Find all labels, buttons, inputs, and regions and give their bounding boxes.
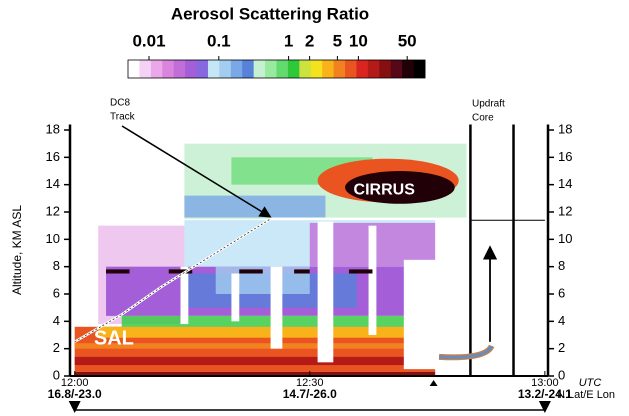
curtain-patch	[368, 225, 377, 335]
colorbar-swatch	[139, 60, 152, 78]
colorbar-swatch	[207, 60, 220, 78]
colorbar-swatch	[287, 60, 300, 78]
colorbar-swatch	[402, 60, 414, 78]
colorbar-swatch	[345, 60, 357, 78]
position-axis-label: N Lat/E Lon	[557, 389, 615, 401]
y-tick-label: 14	[46, 176, 60, 191]
y-tick-label: 12	[558, 203, 572, 218]
colorbar-swatch	[162, 60, 175, 78]
position-label: 16.8/-23.0	[48, 387, 102, 401]
y-tick-label: 16	[46, 149, 60, 164]
annotation: Updraft	[472, 99, 505, 110]
colorbar-tick-label: 50	[398, 31, 417, 50]
y-tick-label: 18	[558, 121, 572, 136]
y-tick-label: 16	[558, 149, 572, 164]
position-label: 14.7/-26.0	[283, 387, 337, 401]
colorbar-swatch	[150, 60, 163, 78]
colorbar-tick-label: 0.01	[132, 31, 165, 50]
curtain-patch	[168, 269, 193, 274]
colorbar-frame	[127, 59, 426, 79]
curtain-patch	[317, 221, 334, 363]
colorbar-swatch	[242, 60, 255, 78]
y-tick-label: 14	[558, 176, 572, 191]
curtain-patch	[74, 343, 436, 349]
cirrus-inner	[345, 171, 455, 204]
curved-arrow	[438, 345, 494, 360]
y-tick-label: 8	[53, 258, 60, 273]
colorbar-swatch	[276, 60, 289, 78]
annotation: SAL	[94, 327, 134, 349]
curtain-patch	[184, 195, 326, 218]
colorbar-swatch	[299, 60, 312, 78]
colorbar-swatch	[219, 60, 232, 78]
chart-title: Aerosol Scattering Ratio	[171, 4, 369, 23]
x-tick-label: 13:00	[531, 377, 559, 389]
x-tick-label: 12:00	[61, 377, 89, 389]
curtain-patch	[231, 273, 240, 322]
dc8-arrow	[121, 125, 272, 218]
curtain-patch	[294, 269, 310, 274]
colorbar-swatch	[356, 60, 369, 78]
x-tick-label: 12:30	[296, 377, 324, 389]
y-tick-label: 4	[53, 313, 60, 328]
y-tick-label: 0	[558, 367, 565, 382]
y-axis-label: Altitude, KM ASL	[10, 205, 24, 295]
colorbar-swatch	[185, 60, 197, 78]
y-tick-label: 4	[558, 313, 565, 328]
y-tick-label: 8	[558, 258, 565, 273]
annotation: DC8	[110, 98, 130, 109]
y-tick-label: 6	[53, 285, 60, 300]
curtain-patch	[180, 266, 189, 325]
caret	[429, 380, 438, 386]
y-tick-label: 6	[558, 285, 565, 300]
curtain-patch	[98, 326, 428, 338]
colorbar-swatch	[333, 60, 346, 78]
curtain-patch	[74, 356, 436, 366]
y-tick-label: 18	[46, 121, 60, 136]
colorbar-swatch	[310, 60, 323, 78]
y-tick-label: 2	[558, 340, 565, 355]
annotation: Track	[110, 112, 136, 123]
colorbar-tick-label: 0.1	[207, 31, 231, 50]
y-tick-label: 12	[46, 203, 60, 218]
x-axis-label: UTC	[579, 377, 602, 389]
colorbar-swatch	[128, 60, 140, 78]
y-tick-label: 2	[53, 340, 60, 355]
colorbar-swatch	[367, 60, 380, 78]
colorbar-swatch	[413, 60, 426, 78]
position-label: 13.2/-24.1	[518, 387, 572, 401]
curtain-patch	[74, 371, 436, 376]
colorbar-tick-label: 10	[349, 31, 368, 50]
colorbar-swatch	[390, 60, 403, 78]
y-tick-label: 10	[46, 231, 60, 246]
curtain-patch	[348, 269, 373, 274]
curtain-patch	[270, 266, 283, 349]
annotation: CIRRUS	[354, 181, 416, 198]
curtain-patch	[403, 259, 440, 370]
colorbar-swatch	[265, 60, 277, 78]
colorbar-swatch	[322, 60, 335, 78]
y-tick-label: 0	[53, 367, 60, 382]
colorbar-swatch	[379, 60, 392, 78]
colorbar-swatch	[196, 60, 209, 78]
curtain-patch	[106, 269, 130, 274]
curtain-patch	[239, 269, 263, 274]
annotation: Core	[472, 113, 494, 124]
colorbar-swatch	[253, 60, 266, 78]
y-tick-label: 10	[558, 231, 572, 246]
colorbar-tick-label: 2	[305, 31, 314, 50]
colorbar-swatch	[173, 60, 186, 78]
colorbar-swatch	[230, 60, 243, 78]
colorbar-tick-label: 1	[284, 31, 293, 50]
colorbar-tick-label: 5	[333, 31, 342, 50]
